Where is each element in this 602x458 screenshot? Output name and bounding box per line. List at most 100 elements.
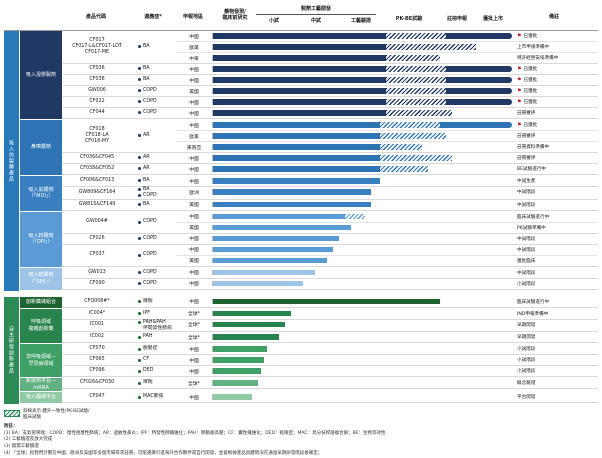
progress-bar	[213, 88, 512, 94]
bar-segment-solid	[213, 88, 387, 94]
indication-text: AR	[143, 155, 150, 161]
region-rows: 中國 中試階段	[176, 234, 598, 244]
indication-text: COPD	[143, 269, 157, 275]
pipeline-region-row: 中國 中試階段	[176, 234, 598, 244]
indication-line: 哮喘	[138, 299, 176, 304]
footnotes-title: 附註：	[4, 423, 18, 429]
pipeline-region-row: 中國 註冊審評	[176, 153, 598, 163]
progress-bar	[213, 77, 512, 83]
product-code: GW004#	[86, 219, 108, 225]
progress-bar	[213, 110, 512, 116]
product-row: CF022 COPD 中國 ⚑ 已獲批	[62, 97, 598, 108]
milestone-text: 已獲批	[523, 67, 538, 72]
milestone-text: 已獲批	[523, 100, 538, 105]
indication-dot-icon	[138, 282, 141, 286]
region-rows: 美國 中試階段	[176, 200, 598, 210]
milestone-text: 早期開發	[517, 335, 536, 341]
product-row: CF047 MAC肺病 中國 平台開發	[62, 392, 598, 404]
pipeline-region-row: 全球* 早期開發	[176, 320, 598, 330]
product-code: CF038	[89, 77, 105, 82]
indication-text: AR	[143, 166, 150, 172]
milestone-cell: ⚑ 已獲批	[512, 77, 598, 83]
indication-line: 脫髮症	[138, 346, 176, 351]
bar-cell	[212, 77, 512, 83]
indication-dot-icon	[138, 312, 141, 316]
product-code: CF006&CF013	[79, 178, 115, 183]
region-cell: 全球*	[188, 335, 200, 341]
bar-cell	[212, 155, 512, 161]
region-cell: 全球*	[188, 312, 200, 318]
bar-segment-solid	[213, 257, 327, 264]
milestone-cell: 中試生產	[512, 178, 598, 184]
milestone-cell: PK試驗準備中	[512, 225, 598, 231]
indication-line: COPD	[138, 252, 176, 257]
pipeline-region-row: 中國 ⚑ 已獲批	[176, 120, 598, 130]
indication-line: 哮喘	[138, 380, 176, 385]
milestone-text: BE試驗進行中	[517, 167, 547, 172]
bar-segment-hatched	[386, 55, 441, 61]
pipeline-region-row: 全球* 概念驗證	[176, 378, 598, 388]
indication-line: DED	[138, 368, 176, 373]
category-group: 吸入軟霧劑 （「SMI」） GW013 COPD 中國 中試階段 CF090 COPD 中國小…	[19, 267, 598, 290]
bar-cell	[212, 189, 512, 195]
section-inner: 吸入混懸製劑 CF017 CF017-L&CF017-LOT CF017-ME BA…	[19, 31, 598, 291]
category-label: 吸入粉霧劑 （「DPI」）	[20, 211, 62, 267]
bar-segment-solid	[213, 235, 339, 242]
milestone-text: 臨床試驗進行中	[517, 299, 550, 305]
progress-bar	[213, 155, 512, 161]
product-row: CF044 COPD 中國 註冊審評	[62, 108, 598, 119]
region-rows: 中國 小試階段	[176, 344, 598, 354]
bar-segment-solid	[213, 55, 387, 61]
indication-line: COPD	[138, 236, 176, 241]
indication-line: PAH	[138, 334, 176, 339]
progress-bar	[213, 368, 512, 374]
bar-segment-solid	[213, 346, 267, 352]
header-category-spacer	[19, 3, 61, 30]
category-label: 吸入軟霧劑 （「SMI」）	[20, 267, 62, 290]
header-nda: 註冊申報	[446, 16, 468, 22]
indication-text: 哮喘	[143, 298, 153, 304]
bar-segment-solid	[213, 133, 381, 139]
indication-dot-icon	[138, 347, 141, 351]
product-row: CF096 DED 中國 小試階段	[62, 366, 598, 378]
milestone-cell: 上市申請準備中	[512, 44, 598, 50]
bar-segment-solid	[213, 66, 387, 72]
bar-segment-solid	[213, 99, 387, 105]
milestone-text: 已獲批	[523, 34, 538, 39]
bar-segment-solid	[213, 380, 258, 386]
product-row: CF006&CF013 BA 中國 中試生產	[62, 176, 598, 187]
region-rows: 中國 ⚑ 已獲批 歐美 上市申請準備中 中東 特許經營安排準備中	[176, 31, 598, 63]
indication-text: BA	[143, 66, 150, 72]
pipeline-body: 吸入仿製藥產品 吸入混懸製劑 CF017 CF017-L&CF017-LOT CF0…	[4, 31, 598, 405]
milestone-text: IND申報準備中	[517, 311, 549, 317]
region-cell: 中國	[189, 237, 199, 243]
pipeline-region-row: 東南亞 註冊資料準備中	[176, 141, 598, 152]
header-band-spacer	[4, 3, 19, 30]
indication-text: BA	[143, 187, 150, 192]
region-cell: 中國	[189, 156, 199, 162]
region-cell: 中國	[189, 300, 199, 306]
region-rows: 中國 註冊審評	[176, 108, 598, 118]
bar-segment-hatched	[386, 77, 447, 83]
indication-dot-icon	[138, 89, 141, 93]
bar-segment-solid	[213, 166, 381, 172]
progress-bar	[213, 269, 512, 276]
milestone-cell: 小試階段	[512, 281, 598, 287]
indication-dot-icon	[138, 134, 141, 138]
category-group: 吸入器械平台 CF047 MAC肺病 中國 平台開發	[19, 392, 598, 404]
indication-dot-icon	[138, 237, 141, 241]
product-code: IC001	[90, 322, 104, 328]
indication-text: CF	[143, 357, 150, 363]
milestone-text: 已獲批	[523, 123, 538, 128]
region-rows: 中國 小試階段	[176, 279, 598, 289]
indication-dot-icon	[138, 45, 141, 49]
product-code: IC004*	[88, 310, 106, 316]
bar-segment-solid	[213, 33, 387, 39]
region-rows: 中國 ⚑ 已獲批	[176, 75, 598, 85]
category-label: 創新藥械組合	[20, 296, 62, 308]
pipeline-region-row: 中國 ⚑ 已獲批	[176, 31, 598, 41]
category-rows: IC004* IPF 全球* IND申報準備中 IC001 PAH&PAH 伴間質性肺病 全球…	[62, 309, 598, 344]
region-cell: 中國	[189, 271, 199, 277]
region-rows: 中國 小試階段	[176, 355, 598, 365]
indication-text: BA	[143, 77, 150, 83]
